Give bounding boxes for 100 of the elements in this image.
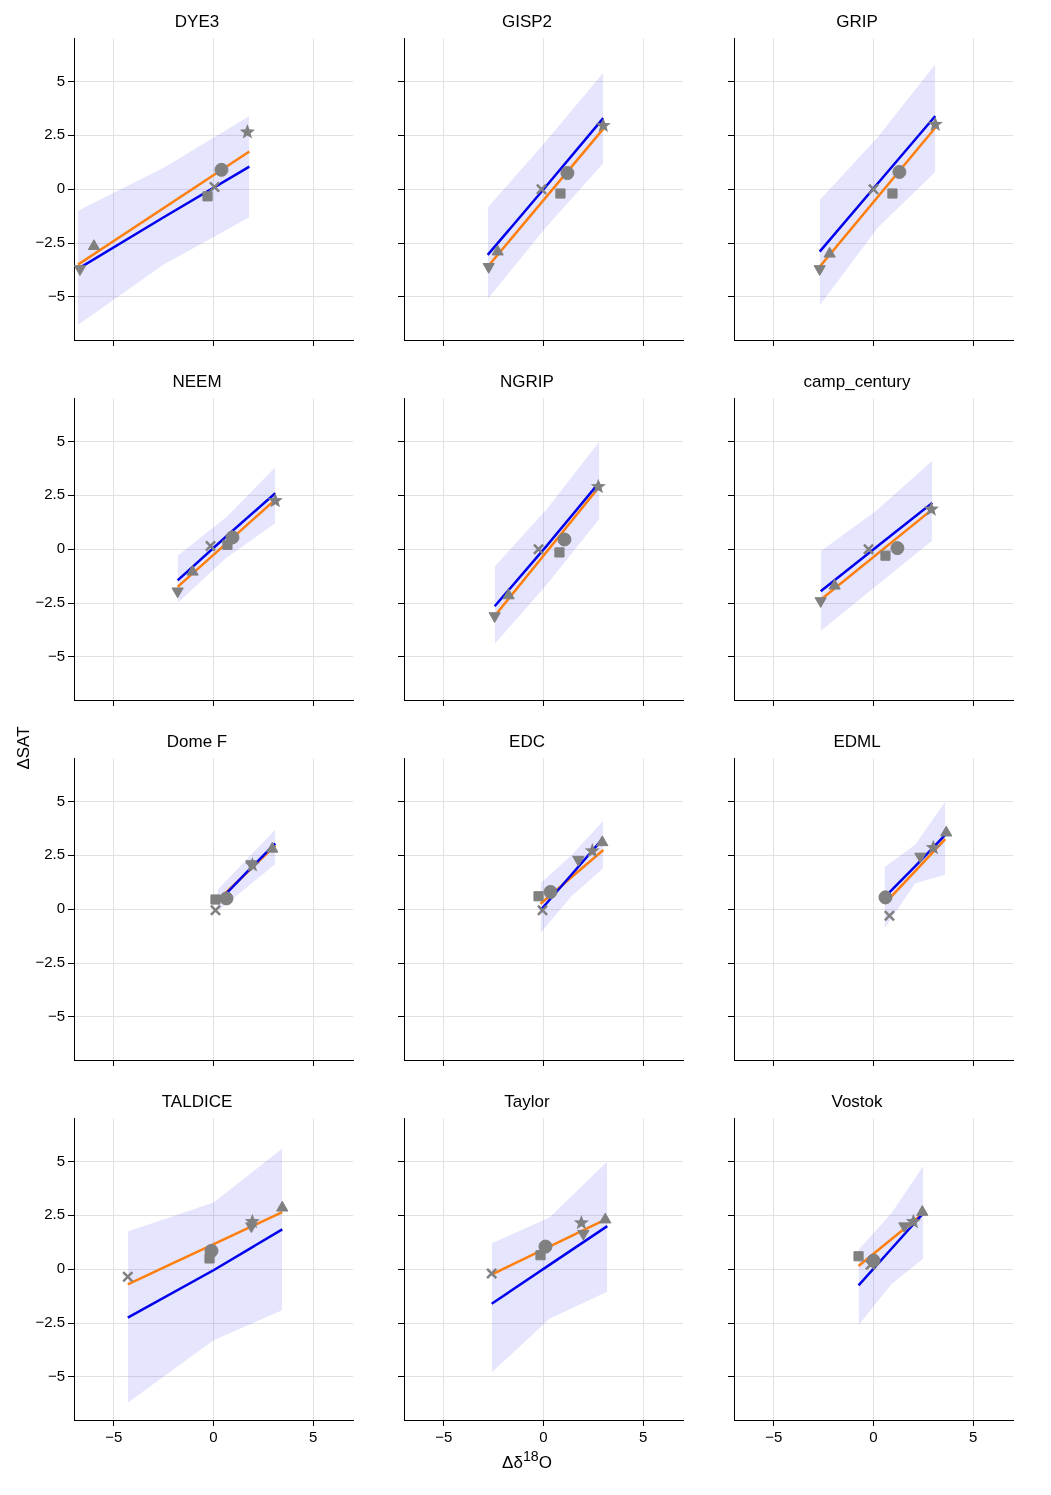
point [204, 540, 217, 552]
chart-title: GISP2 [501, 11, 553, 31]
point [596, 835, 609, 847]
point [267, 492, 283, 508]
point [222, 539, 233, 550]
point [590, 478, 606, 494]
point [905, 1213, 921, 1229]
point [573, 1214, 589, 1230]
chart-title: camp_century [803, 371, 911, 391]
point [595, 117, 611, 133]
point [878, 890, 893, 905]
y-tick-label: 5 [56, 791, 65, 809]
chart-title: GRIP [836, 11, 878, 31]
point [584, 843, 600, 858]
point [940, 825, 953, 837]
y-tick-label: −5 [47, 287, 65, 305]
x-tick-label: 0 [869, 1428, 878, 1446]
chart-title: NGRIP [500, 371, 554, 391]
chart-title: Vostok [831, 1091, 884, 1111]
x-tick-label: 0 [539, 1428, 548, 1446]
point [925, 839, 941, 855]
point [536, 904, 549, 917]
x-tick-label: −5 [435, 1428, 453, 1446]
point [244, 1213, 260, 1229]
point [208, 181, 221, 193]
y-tick-label: 2.5 [44, 845, 65, 863]
y-tick-label: −2.5 [35, 1313, 65, 1331]
chart-title: Taylor [504, 1091, 551, 1111]
point [853, 1251, 864, 1262]
point [276, 1200, 289, 1212]
point [535, 183, 548, 196]
point [890, 541, 905, 556]
point [577, 1229, 590, 1241]
point [538, 1239, 553, 1254]
point [864, 1259, 877, 1271]
point [867, 183, 880, 196]
point [485, 1267, 498, 1280]
x-tick-label: 5 [968, 1428, 978, 1446]
y-tick-label: −2.5 [35, 233, 65, 251]
point [533, 891, 544, 902]
point [210, 894, 221, 905]
point [880, 550, 891, 561]
y-tick-label: 2.5 [44, 1205, 65, 1223]
point [209, 904, 222, 917]
x-tick-label: −5 [765, 1428, 783, 1446]
y-tick-label: 5 [56, 1151, 65, 1169]
y-tick-label: −2.5 [35, 593, 65, 611]
point [202, 191, 213, 202]
point [892, 164, 907, 179]
x-tick-label: −5 [105, 1428, 123, 1446]
y-tick-label: −5 [47, 647, 65, 665]
point [266, 841, 279, 853]
point [916, 1205, 929, 1216]
point [814, 597, 827, 608]
point [572, 855, 585, 867]
y-tick-label: −2.5 [35, 953, 65, 971]
point [239, 124, 255, 139]
point [555, 188, 566, 199]
y-tick-label: 2.5 [44, 125, 65, 143]
y-tick-label: 0 [56, 1259, 65, 1277]
chart-title: EDML [833, 731, 881, 751]
chart-title: TALDICE [161, 1091, 233, 1111]
point [482, 263, 495, 274]
point [923, 501, 939, 516]
y-tick-label: 2.5 [44, 485, 65, 503]
point [171, 587, 184, 599]
point [121, 1270, 134, 1283]
y-tick-label: −5 [47, 1007, 65, 1025]
chart-title: DYE3 [174, 11, 220, 31]
point [557, 532, 572, 547]
chart-title: Dome F [166, 731, 228, 751]
point [887, 188, 898, 199]
x-tick-label: 5 [638, 1428, 648, 1446]
point [488, 612, 501, 623]
point [813, 265, 826, 276]
y-tick-label: 5 [56, 71, 65, 89]
point [560, 166, 575, 181]
x-tick-label: 5 [308, 1428, 318, 1446]
chart-title: NEEM [172, 371, 222, 391]
y-tick-label: 5 [56, 431, 65, 449]
point [554, 547, 565, 558]
point [599, 1212, 612, 1224]
point [204, 1253, 215, 1264]
point [862, 543, 875, 556]
point [927, 116, 943, 132]
point [219, 891, 234, 906]
chart-title: EDC [509, 731, 545, 751]
point [883, 909, 896, 922]
point [543, 884, 558, 899]
point [214, 162, 229, 177]
y-tick-label: 0 [56, 899, 65, 917]
point [535, 1250, 546, 1261]
point [532, 543, 545, 556]
y-tick-label: 0 [56, 539, 65, 557]
x-axis-title: Δδ$^{18}$O [501, 1448, 553, 1473]
y-tick-label: 0 [56, 179, 65, 197]
y-tick-label: −5 [47, 1367, 65, 1385]
x-tick-label: 0 [209, 1428, 218, 1446]
y-axis-title: ΔSAT [13, 726, 34, 770]
point [74, 265, 87, 276]
